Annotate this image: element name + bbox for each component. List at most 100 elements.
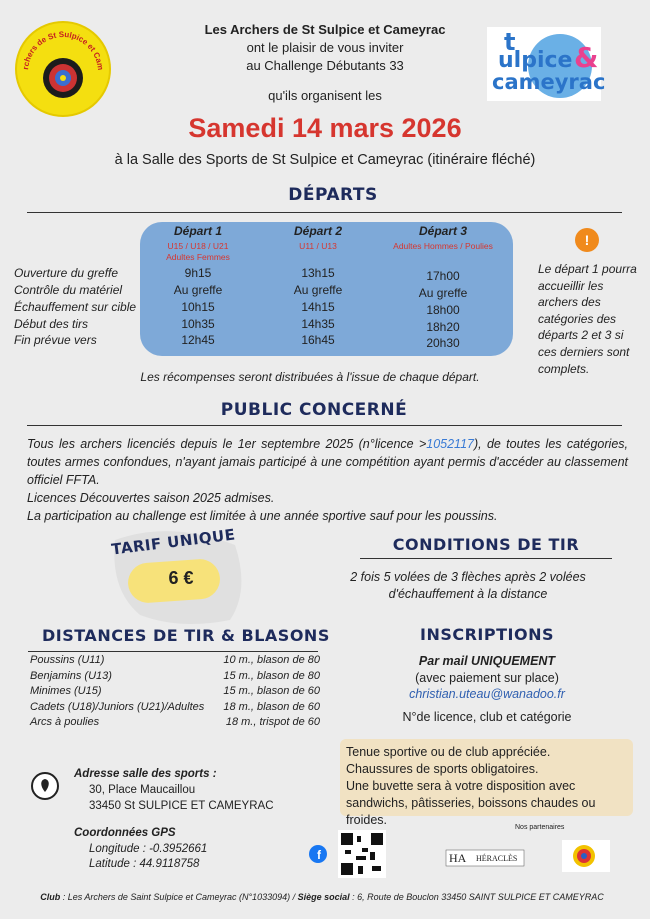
depart-time: Au greffe bbox=[293, 283, 343, 297]
venue: à la Salle des Sports de St Sulpice et C… bbox=[114, 152, 536, 168]
facebook-icon bbox=[309, 845, 327, 863]
logo-word: ulpice bbox=[498, 48, 573, 73]
svg-text:f: f bbox=[317, 848, 322, 862]
info-text: Tenue sportive ou de club appréciée. Cha… bbox=[346, 744, 631, 829]
distance: 15 m., blason de 60 bbox=[223, 685, 320, 697]
address-line: 30, Place Maucaillou bbox=[89, 784, 196, 796]
depart-time: 10h35 bbox=[181, 317, 215, 331]
footer-label: Club bbox=[40, 892, 61, 902]
rule bbox=[360, 558, 612, 559]
row-label: Début des tirs bbox=[14, 317, 89, 331]
payment: (avec paiement sur place) bbox=[415, 671, 559, 685]
depart-time: 16h45 bbox=[301, 333, 335, 347]
partners-title: Nos partenaires bbox=[515, 824, 565, 831]
text: Tous les archers licenciés depuis le 1er… bbox=[27, 437, 427, 451]
category: Poussins (U11) bbox=[30, 654, 105, 666]
public-text: Tous les archers licenciés depuis le 1er… bbox=[27, 435, 628, 525]
gps-line: Latitude : 44.9118758 bbox=[89, 858, 200, 870]
depart-time: 13h15 bbox=[301, 266, 335, 280]
section-title: PUBLIC CONCERNÉ bbox=[220, 400, 408, 420]
intro-line: qu'ils organisent les bbox=[268, 88, 382, 103]
depart-categories: Adultes Femmes bbox=[166, 252, 230, 262]
depart-categories: U15 / U18 / U21 bbox=[167, 241, 229, 251]
conditions-line: d'échauffement à la distance bbox=[388, 587, 548, 601]
footer: Club : Les Archers de Saint Sulpice et C… bbox=[40, 892, 604, 902]
depart-name: Départ 2 bbox=[293, 224, 343, 238]
rule bbox=[27, 425, 622, 426]
rule bbox=[27, 212, 622, 213]
departs-note: Le départ 1 pourra accueillir les archer… bbox=[538, 262, 637, 376]
registration-mode: Par mail UNIQUEMENT bbox=[418, 654, 556, 668]
depart-categories: Adultes Hommes / Poulies bbox=[393, 241, 493, 251]
depart-categories: U11 / U13 bbox=[299, 241, 337, 251]
heracles-mark: HA bbox=[449, 851, 467, 865]
row-label: Fin prévue vers bbox=[14, 333, 97, 347]
row-label: Ouverture du greffe bbox=[14, 266, 119, 280]
depart-name: Départ 3 bbox=[418, 224, 468, 238]
event-date: Samedi 14 mars 2026 bbox=[188, 113, 462, 143]
gps-title: Coordonnées GPS bbox=[74, 827, 176, 839]
logo-word: cameyrac bbox=[492, 70, 606, 94]
text: ), de toutes les catégories, toutes arme… bbox=[27, 437, 628, 487]
distance: 18 m., blason de 60 bbox=[223, 700, 320, 713]
conditions-line: 2 fois 5 volées de 3 flèches après 2 vol… bbox=[350, 570, 586, 584]
address-title: Adresse salle des sports : bbox=[74, 768, 217, 780]
depart-time: 20h30 bbox=[426, 336, 460, 350]
info-box bbox=[340, 739, 633, 816]
depart-time: 18h20 bbox=[426, 320, 460, 334]
category: Minimes (U15) bbox=[30, 685, 102, 697]
price: 6 € bbox=[168, 568, 194, 588]
rewards: Les récompenses seront distribuées à l'i… bbox=[140, 370, 480, 384]
licence-link[interactable]: 1052117 bbox=[426, 437, 474, 451]
depart-time: 17h00 bbox=[426, 269, 460, 283]
depart-time: Au greffe bbox=[173, 283, 223, 297]
category: Arcs à poulies bbox=[30, 716, 100, 728]
intro-line: ont le plaisir de vous inviter bbox=[246, 40, 404, 55]
departs-box bbox=[140, 222, 513, 356]
svg-text:!: ! bbox=[585, 232, 590, 248]
warning-icon bbox=[575, 228, 599, 252]
text-line: La participation au challenge est limité… bbox=[27, 509, 498, 523]
address-line: 33450 St SULPICE ET CAMEYRAC bbox=[89, 800, 274, 812]
depart-time: Au greffe bbox=[418, 286, 468, 300]
heracles-logo bbox=[445, 849, 525, 867]
category: Benjamins (U13) bbox=[30, 669, 112, 682]
depart-time: 18h00 bbox=[426, 303, 460, 317]
price-pill bbox=[128, 559, 220, 603]
logo-amp: & bbox=[574, 41, 599, 74]
section-title: CONDITIONS DE TIR bbox=[392, 535, 580, 554]
depart-time: 14h15 bbox=[301, 300, 335, 314]
row-label: Contrôle du matériel bbox=[14, 283, 123, 297]
depart-time: 9h15 bbox=[184, 266, 212, 280]
footer-text: : Les Archers de Saint Sulpice et Cameyr… bbox=[62, 892, 296, 902]
gps-line: Longitude : -0.3952661 bbox=[89, 843, 208, 855]
heracles-name: HÉRACLÈS bbox=[476, 854, 518, 863]
info-line: Une buvette sera à votre disposition ave… bbox=[346, 779, 596, 827]
row-label: Échauffement sur cible bbox=[14, 300, 137, 314]
text-line: Licences Découvertes saison 2025 admises… bbox=[27, 491, 275, 505]
distance: 10 m., blason de 80 bbox=[223, 654, 320, 666]
depart-time: 14h35 bbox=[301, 317, 335, 331]
logo-letter: t bbox=[504, 28, 516, 56]
section-title: INSCRIPTIONS bbox=[420, 625, 554, 644]
rule bbox=[28, 651, 318, 652]
email-link[interactable]: christian.uteau@wanadoo.fr bbox=[409, 687, 565, 701]
depart-time: 10h15 bbox=[181, 300, 215, 314]
organizer: Les Archers de St Sulpice et Cameyrac bbox=[204, 22, 446, 37]
section-title: DÉPARTS bbox=[288, 185, 378, 205]
depart-name: Départ 1 bbox=[173, 224, 223, 238]
footer-text: : 6, Route de Bouclon 33450 SAINT SULPIC… bbox=[352, 892, 604, 902]
info-line: Chaussures de sports obligatoires. bbox=[346, 762, 539, 776]
intro-line: au Challenge Débutants 33 bbox=[246, 58, 404, 73]
section-title: DISTANCES DE TIR & BLASONS bbox=[42, 626, 330, 645]
footer-label: Siège social bbox=[297, 892, 350, 902]
info-line: Tenue sportive ou de club appréciée. bbox=[346, 745, 551, 759]
distance: 15 m., blason de 80 bbox=[223, 669, 320, 682]
distance: 18 m., trispot de 60 bbox=[225, 716, 320, 728]
category: Cadets (U18)/Juniors (U21)/Adultes bbox=[30, 700, 205, 713]
registration-details: N°de licence, club et catégorie bbox=[402, 710, 572, 724]
depart-time: 12h45 bbox=[181, 333, 215, 347]
